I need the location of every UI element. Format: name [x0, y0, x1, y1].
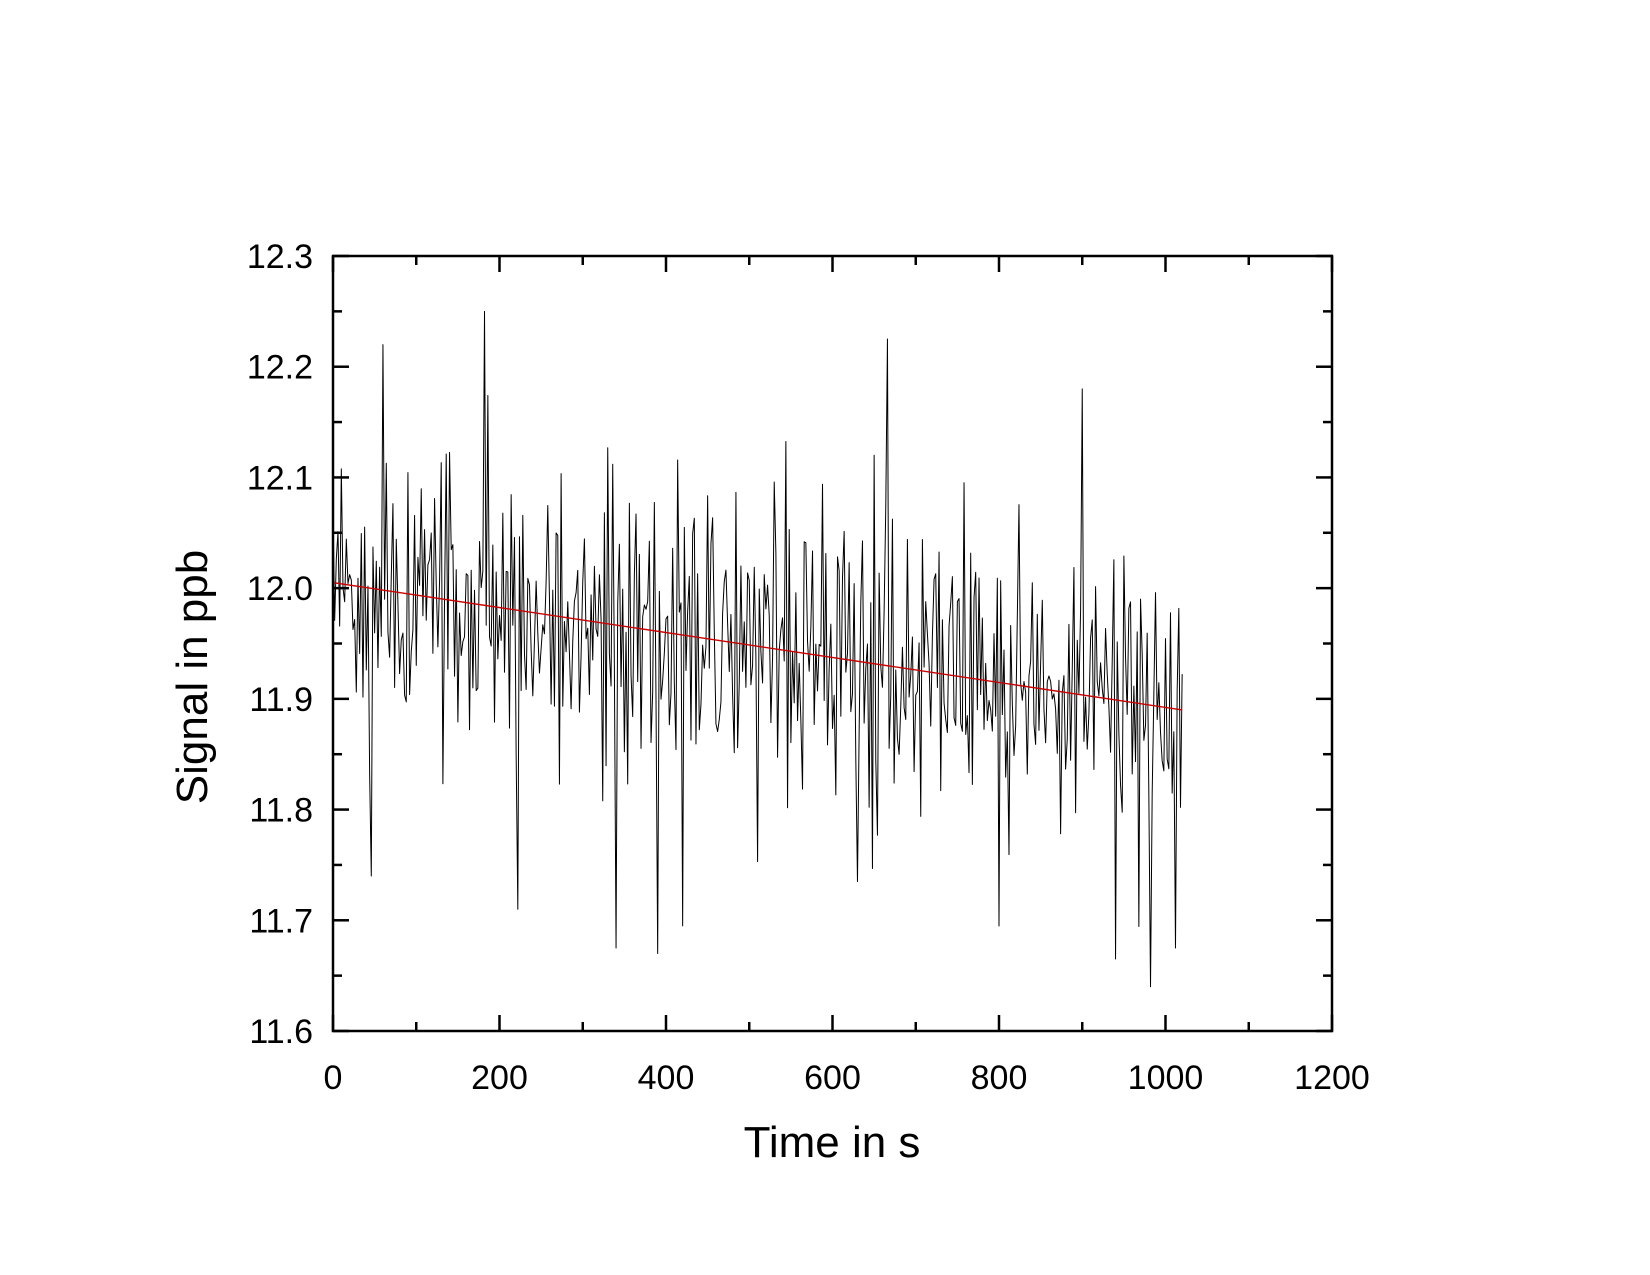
linear-fit-line — [333, 581, 1183, 711]
y-tick-label: 12.1 — [247, 459, 313, 497]
x-tick-label: 600 — [804, 1059, 861, 1097]
y-tick-label: 12.3 — [247, 238, 313, 276]
labels-group: 0 200 400 600 800 1000 1200 11.6 11.7 11.8 11.9 12.… — [247, 238, 1370, 1097]
y-tick-label: 11.9 — [249, 681, 313, 719]
x-tick-label: 800 — [971, 1059, 1028, 1097]
ticks-group — [331, 254, 1334, 1033]
x-tick-label: 1200 — [1294, 1059, 1370, 1097]
y-tick-label: 12.2 — [247, 349, 313, 387]
y-tick-label: 11.7 — [249, 902, 313, 940]
x-tick-label: 200 — [471, 1059, 528, 1097]
y-tick-label: 11.8 — [249, 792, 313, 830]
y-tick-label: 11.6 — [249, 1013, 313, 1051]
x-axis-title: Time in s — [744, 1118, 921, 1167]
series-group — [333, 310, 1183, 988]
plot-frame — [331, 254, 1334, 1033]
x-tick-label: 1000 — [1128, 1059, 1204, 1097]
x-tick-label: 400 — [638, 1059, 695, 1097]
x-tick-label: 0 — [324, 1059, 343, 1097]
y-axis-title: Signal in ppb — [168, 550, 217, 804]
y-tick-label: 12.0 — [247, 570, 313, 608]
signal-series-line — [333, 310, 1183, 988]
